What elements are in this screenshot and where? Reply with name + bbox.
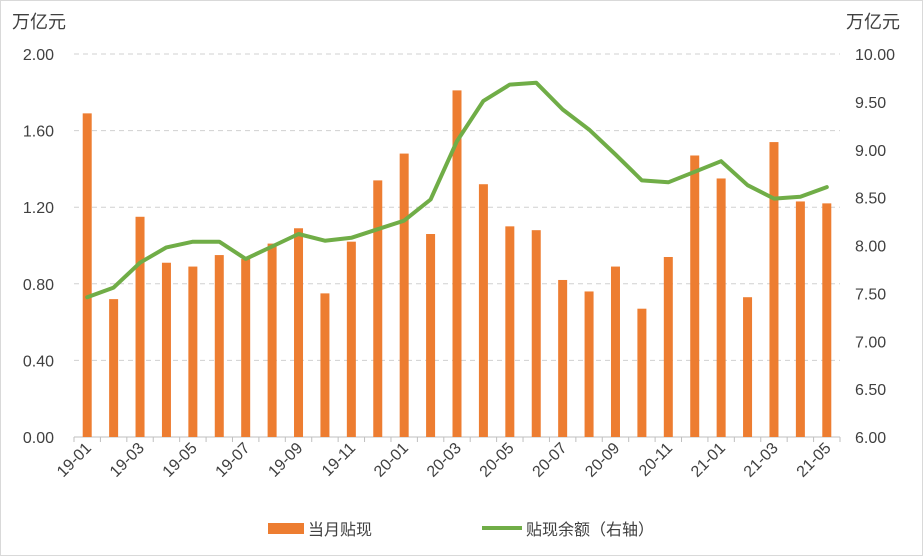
bar-20-01 xyxy=(399,153,409,437)
bar-21-05 xyxy=(822,203,832,437)
y-right-tick-label: 6.00 xyxy=(855,430,886,447)
x-tick-label: 21-05 xyxy=(794,440,835,481)
bar-20-03 xyxy=(452,90,462,437)
legend-label-line: 贴现余额（右轴） xyxy=(526,520,655,539)
y-right-tick-label: 6.50 xyxy=(855,382,886,399)
x-tick-label: 20-11 xyxy=(636,440,676,480)
bar-20-12 xyxy=(690,155,700,437)
bar-20-09 xyxy=(610,266,620,437)
bar-19-05 xyxy=(188,266,198,437)
bar-19-01 xyxy=(82,113,92,438)
legend-swatch-line xyxy=(482,526,522,530)
bar-21-04 xyxy=(795,201,805,437)
bar-19-06 xyxy=(214,255,224,437)
bar-19-07 xyxy=(241,258,251,437)
bar-21-01 xyxy=(716,178,726,437)
bar-20-06 xyxy=(531,230,541,437)
x-tick-label: 19-01 xyxy=(54,440,95,481)
x-tick-label: 19-09 xyxy=(265,440,306,481)
y-right-tick-label: 9.00 xyxy=(855,143,886,160)
bar-19-10 xyxy=(320,293,330,437)
bar-20-02 xyxy=(426,234,436,437)
right-axis-unit: 万亿元 xyxy=(846,12,900,33)
x-tick-label: 19-11 xyxy=(319,440,359,480)
x-tick-label: 20-01 xyxy=(371,440,412,481)
x-tick-label: 20-07 xyxy=(530,440,571,481)
y-left-tick-label: 0.00 xyxy=(23,430,54,447)
bar-19-11 xyxy=(346,241,356,437)
legend-item-line: 贴现余额（右轴） xyxy=(482,516,654,540)
legend-swatch-bars xyxy=(268,522,304,534)
x-tick-label: 19-03 xyxy=(107,440,148,481)
legend-label-bars: 当月贴现 xyxy=(308,520,373,539)
x-tick-label: 21-03 xyxy=(741,440,782,481)
x-tick-label: 20-09 xyxy=(582,440,623,481)
legend-item-bars: 当月贴现 xyxy=(268,516,372,540)
y-right-tick-label: 7.50 xyxy=(855,286,886,303)
bar-21-02 xyxy=(743,297,753,437)
bar-20-07 xyxy=(558,279,568,437)
bar-19-03 xyxy=(135,216,145,437)
x-tick-label: 20-03 xyxy=(424,440,465,481)
left-axis-unit: 万亿元 xyxy=(12,12,66,33)
bar-20-04 xyxy=(478,184,488,437)
bar-19-04 xyxy=(161,262,171,437)
bar-19-08 xyxy=(267,243,277,437)
y-right-tick-label: 7.00 xyxy=(855,334,886,351)
bar-19-09 xyxy=(294,228,304,437)
y-left-tick-label: 2.00 xyxy=(23,47,54,64)
bar-20-08 xyxy=(584,291,594,437)
bar-20-05 xyxy=(505,226,515,437)
x-tick-label: 19-07 xyxy=(213,440,254,481)
x-tick-label: 19-05 xyxy=(160,440,201,481)
y-left-tick-label: 0.40 xyxy=(23,353,54,370)
y-right-tick-label: 10.00 xyxy=(855,47,895,64)
bar-19-02 xyxy=(109,299,119,437)
y-left-tick-label: 1.60 xyxy=(23,124,54,141)
x-tick-label: 21-01 xyxy=(688,440,729,481)
bar-20-11 xyxy=(663,256,673,437)
y-left-tick-label: 0.80 xyxy=(23,277,54,294)
bar-19-12 xyxy=(373,180,383,437)
bar-20-10 xyxy=(637,308,647,437)
y-left-tick-label: 1.20 xyxy=(23,200,54,217)
y-right-tick-label: 9.50 xyxy=(855,95,886,112)
y-right-tick-label: 8.50 xyxy=(855,191,886,208)
bar-21-03 xyxy=(769,142,779,437)
balance-line xyxy=(85,80,829,300)
x-tick-label: 20-05 xyxy=(477,440,518,481)
y-right-tick-label: 8.00 xyxy=(855,239,886,256)
